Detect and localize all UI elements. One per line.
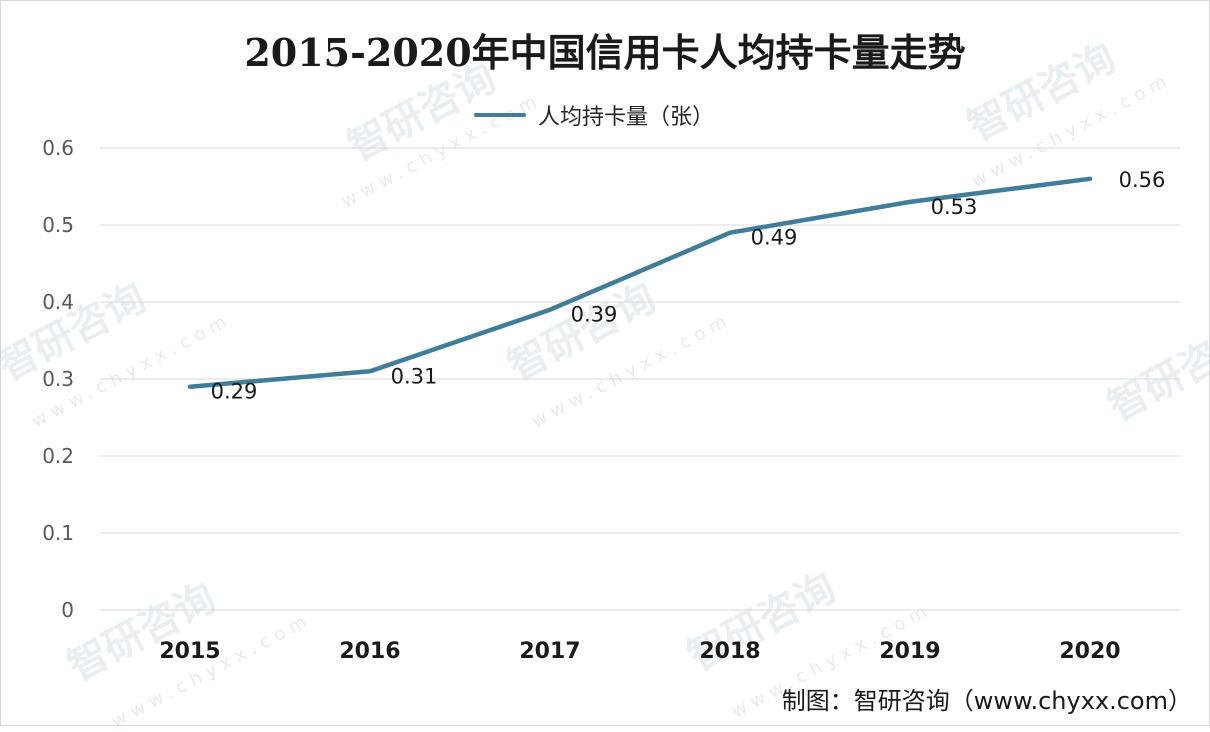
x-axis-ticks: 2015 2016 2017 2018 2019 2020 [159, 639, 1120, 664]
source-note: 制图：智研咨询（www.chyxx.com） [782, 681, 1192, 716]
x-tick-label: 2015 [159, 639, 220, 664]
x-tick-label: 2017 [519, 639, 580, 664]
y-tick-label: 0.2 [42, 444, 74, 468]
y-tick-label: 0.6 [42, 136, 74, 160]
data-label: 0.39 [571, 303, 618, 327]
data-label: 0.53 [931, 195, 978, 219]
data-label: 0.49 [751, 226, 798, 250]
data-label: 0.29 [211, 380, 258, 404]
y-tick-label: 0.1 [42, 521, 74, 545]
y-tick-label: 0.4 [42, 290, 74, 314]
data-label: 0.56 [1119, 168, 1166, 192]
x-tick-label: 2020 [1059, 639, 1120, 664]
x-tick-label: 2016 [339, 639, 400, 664]
data-label: 0.31 [391, 364, 438, 388]
y-tick-label: 0 [61, 598, 74, 622]
y-tick-label: 0.3 [42, 367, 74, 391]
y-tick-label: 0.5 [42, 213, 74, 237]
data-labels: 0.29 0.31 0.39 0.49 0.53 0.56 [211, 168, 1166, 404]
x-tick-label: 2018 [699, 639, 760, 664]
x-tick-label: 2019 [879, 639, 940, 664]
y-axis-ticks: 0 0.1 0.2 0.3 0.4 0.5 0.6 [42, 136, 74, 622]
